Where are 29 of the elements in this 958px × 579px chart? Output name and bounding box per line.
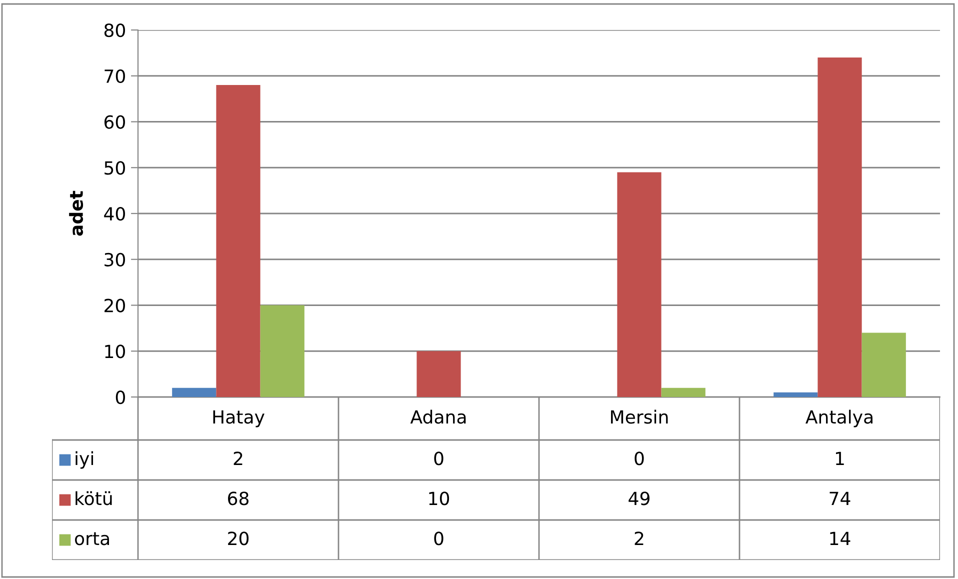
x-tick-label: Hatay bbox=[213, 410, 264, 428]
legend-label: iyi bbox=[76, 451, 94, 469]
legend-label: kötü bbox=[76, 491, 112, 506]
y-tick-label: 80 bbox=[104, 23, 125, 38]
y-tick-label: 70 bbox=[104, 69, 125, 83]
y-tick-label: 10 bbox=[105, 344, 125, 358]
data-label: 68 bbox=[228, 492, 248, 506]
data-label: 74 bbox=[830, 492, 850, 505]
x-tick-label: Mersin bbox=[611, 410, 668, 424]
data-label: 10 bbox=[429, 492, 450, 506]
data-label: 2 bbox=[234, 452, 242, 465]
data-label: 0 bbox=[434, 452, 444, 466]
data-label: 2 bbox=[634, 532, 644, 545]
x-tick-label: Antalya bbox=[806, 410, 872, 428]
y-tick-label: 60 bbox=[104, 115, 125, 129]
data-label: 14 bbox=[830, 532, 850, 545]
data-label: 1 bbox=[836, 452, 844, 465]
legend-label: orta bbox=[74, 532, 109, 546]
data-label: 0 bbox=[634, 452, 644, 466]
data-label: 0 bbox=[434, 532, 444, 546]
y-tick-label: 0 bbox=[116, 390, 125, 404]
y-tick-label: 30 bbox=[104, 252, 125, 266]
y-tick-label: 50 bbox=[104, 161, 125, 175]
data-label: 49 bbox=[628, 492, 650, 506]
x-tick-label: Adana bbox=[410, 410, 466, 424]
data-label: 20 bbox=[228, 532, 249, 546]
y-tick-label: 40 bbox=[104, 206, 125, 221]
y-tick-label: 20 bbox=[104, 298, 125, 312]
y-axis-title: adet bbox=[69, 190, 84, 236]
